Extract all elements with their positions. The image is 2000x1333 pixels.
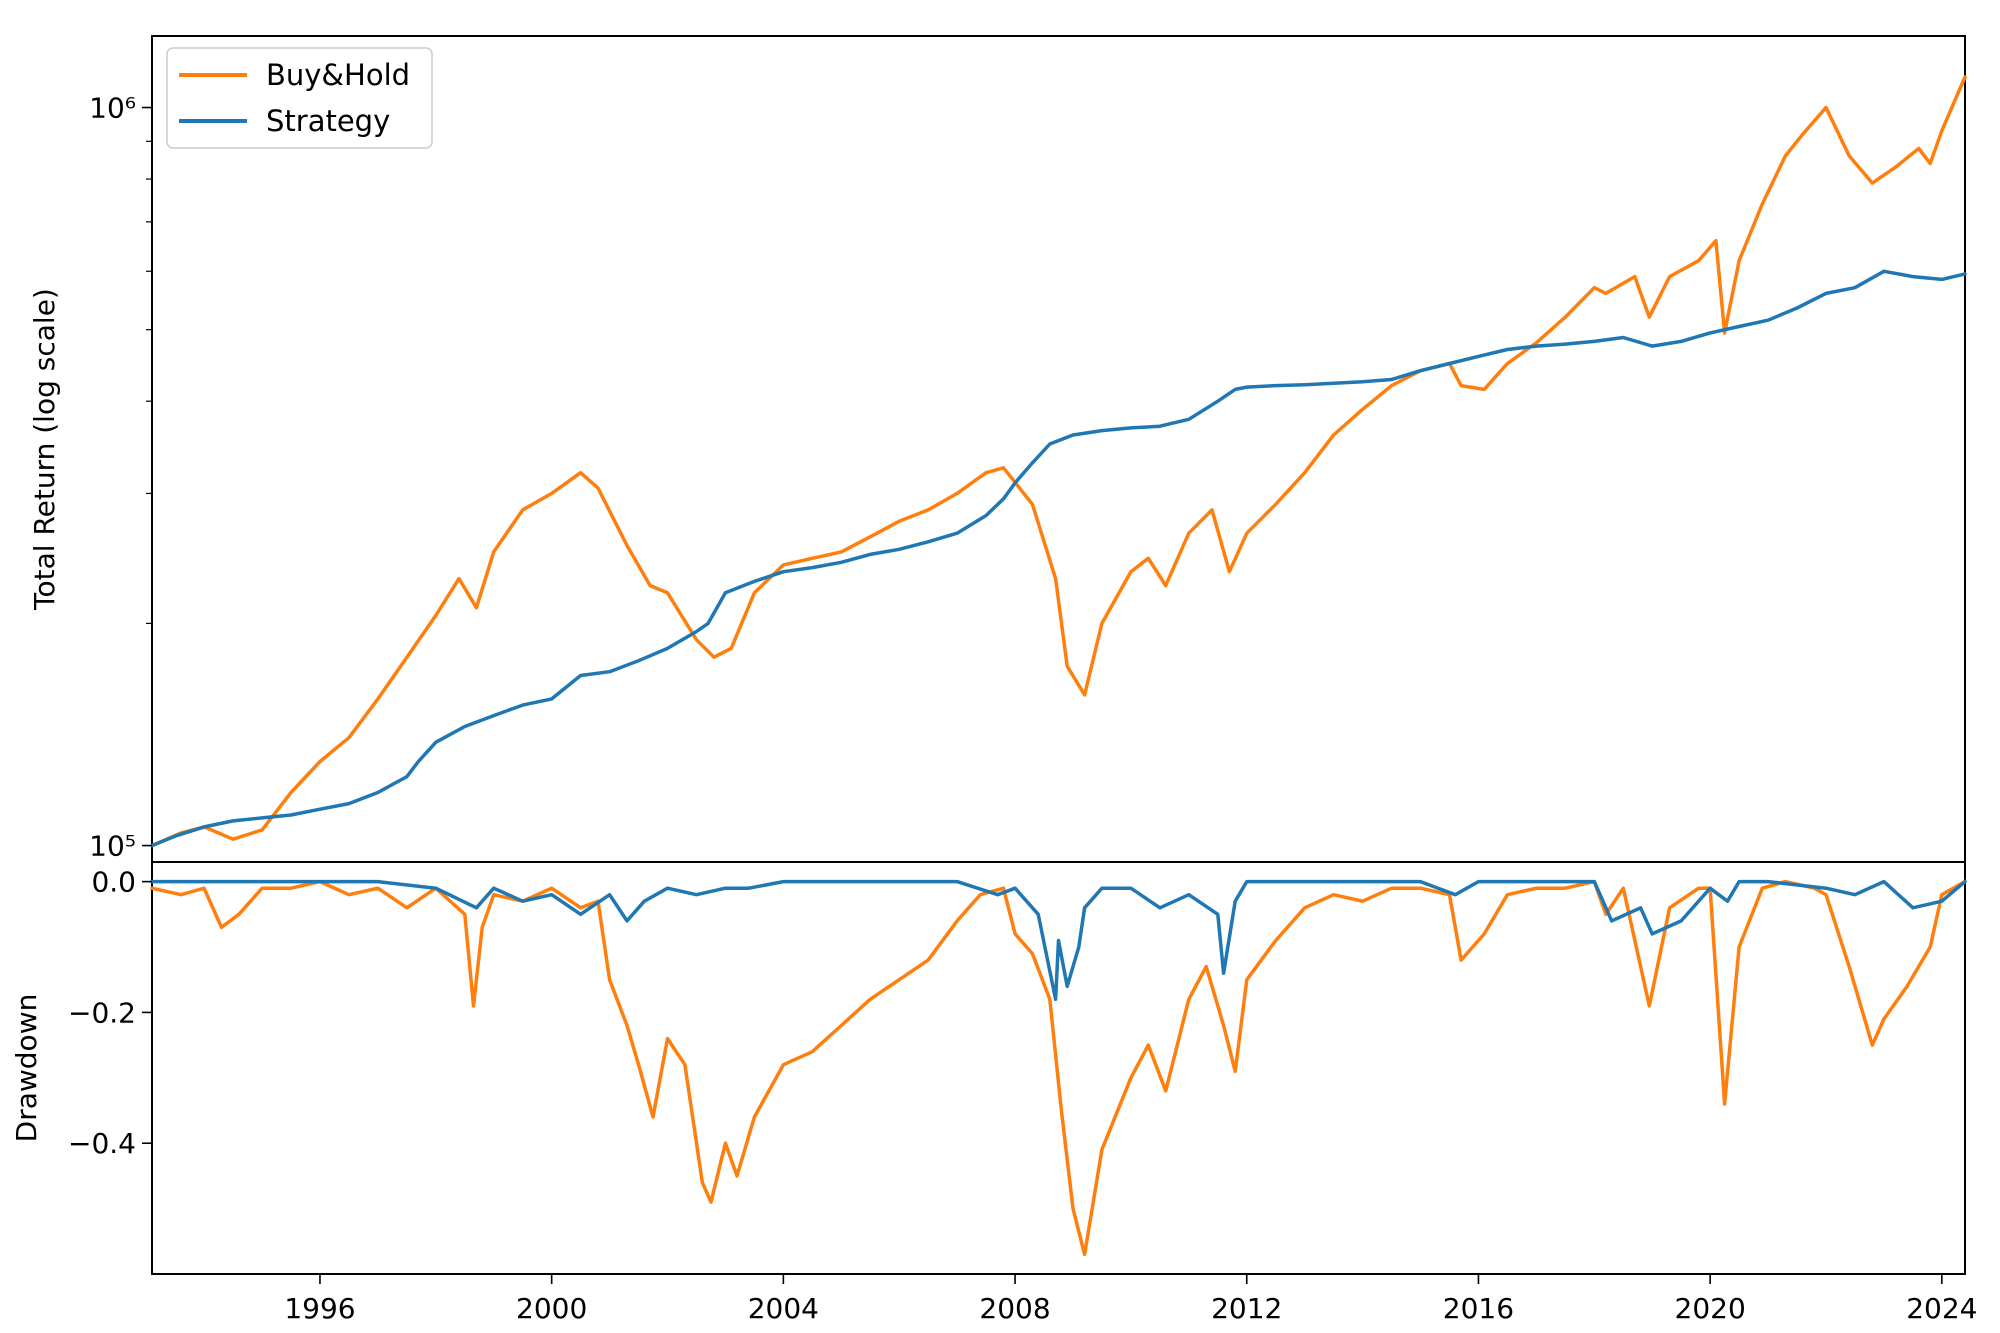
legend: Buy&Hold Strategy (166, 47, 433, 149)
bottom-axes-frame (151, 861, 1966, 1275)
x-tick-label: 2020 (1675, 1292, 1746, 1325)
legend-label-strategy: Strategy (266, 104, 390, 138)
bottom-y-tick-label: −0.2 (68, 996, 136, 1029)
top-axes-frame (151, 35, 1966, 863)
ticks-group: 10⁵ 10⁶ 0.0 −0.2 −0.4 1996 2000 2004 2008 2012 201… (68, 92, 1977, 1325)
top-series-group (150, 75, 1967, 848)
bottom-y-tick-label: 0.0 (91, 866, 136, 899)
x-tick-label: 1996 (284, 1292, 355, 1325)
x-tick-label: 2000 (516, 1292, 587, 1325)
x-tick-label: 2024 (1906, 1292, 1977, 1325)
top-y-axis-label: Total Return (log scale) (28, 288, 61, 611)
x-tick-label: 2012 (1211, 1292, 1282, 1325)
x-tick-label: 2004 (748, 1292, 819, 1325)
series-line-buy-hold (150, 75, 1967, 848)
legend-label-buy-hold: Buy&Hold (266, 58, 410, 92)
top-y-tick-label: 10⁵ (89, 830, 136, 863)
bottom-y-axis-label: Drawdown (10, 994, 43, 1143)
series-line-strategy (150, 269, 1967, 848)
top-y-tick-label: 10⁶ (89, 92, 136, 125)
bottom-y-tick-label: −0.4 (68, 1127, 136, 1160)
drawdown-line-buy-hold (150, 879, 1967, 1257)
drawdown-line-strategy (150, 879, 1967, 1002)
bottom-series-group (150, 879, 1967, 1257)
x-tick-label: 2008 (979, 1292, 1050, 1325)
x-tick-label: 2016 (1443, 1292, 1514, 1325)
